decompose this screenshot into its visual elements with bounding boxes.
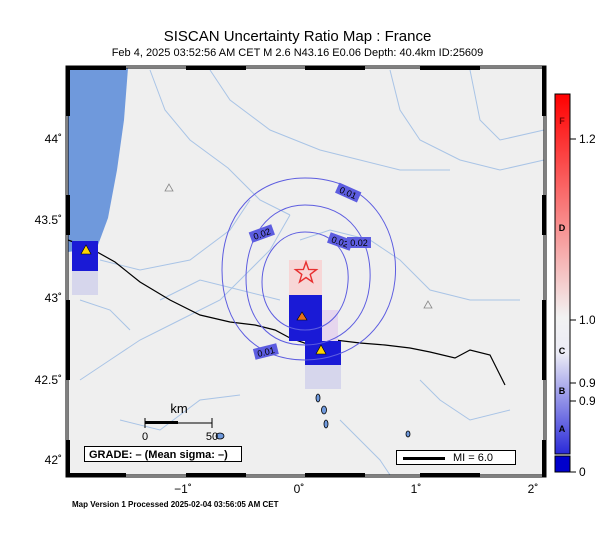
colorbar-letter: A xyxy=(559,424,566,434)
colorbar-value: 1.2 xyxy=(579,132,595,146)
contour-label: 0.01 xyxy=(256,345,275,359)
colorbar-value: 1.0 xyxy=(579,313,595,327)
lat-label: 43˚ xyxy=(45,291,62,305)
contour-label-box xyxy=(248,224,275,243)
station-triangle-icon xyxy=(296,311,308,321)
contour-label-box xyxy=(347,237,371,248)
longitude-labels: −1˚ 0˚ 1˚ 2˚ xyxy=(174,482,538,496)
scale-tick-label: 0 xyxy=(142,431,148,443)
mi-legend-label: MI = 6.0 xyxy=(453,452,494,464)
mi-legend: MI = 6.0 xyxy=(396,450,516,465)
stations xyxy=(80,183,433,355)
colorbar-letter: F xyxy=(559,116,565,126)
colorbar-value: 0.9 xyxy=(579,376,595,390)
colorbar-letter: C xyxy=(559,346,566,356)
scale-bar: km 0 50 xyxy=(142,401,218,443)
lat-label: 42.5˚ xyxy=(35,373,62,387)
uncertainty-cells xyxy=(72,241,341,389)
contour-label: 0.02 xyxy=(350,238,368,248)
station-triangle-icon xyxy=(80,244,92,255)
station-triangle-icon xyxy=(164,183,174,192)
lat-label: 44˚ xyxy=(45,132,62,146)
contour-label-box xyxy=(327,232,354,251)
colorbar-letter: D xyxy=(559,223,566,233)
scale-tick-label: 50 xyxy=(206,431,218,443)
scale-unit-label: km xyxy=(170,401,187,416)
colorbar-letter: B xyxy=(559,386,566,396)
lon-label: 2˚ xyxy=(528,482,539,496)
map-title: SISCAN Uncertainty Ratio Map : France xyxy=(163,28,432,45)
lon-label: −1˚ xyxy=(174,482,192,496)
station-triangle-icon xyxy=(315,344,327,355)
event-info: Feb 4, 2025 03:52:56 AM CET M 2.6 N43.16… xyxy=(111,47,484,59)
colorbar: F D C B A 1.2 1.0 0.9 0.9 0 xyxy=(554,93,595,479)
lat-label: 43.5˚ xyxy=(35,213,62,227)
river-lines xyxy=(79,69,545,476)
latitude-labels: 44˚ 43.5˚ 43˚ 42.5˚ 42˚ xyxy=(35,132,62,467)
contour-label-box xyxy=(252,343,279,360)
map-frame xyxy=(65,65,547,478)
lakes xyxy=(215,393,411,440)
epicenter-star-icon xyxy=(293,259,319,284)
lon-label: 0˚ xyxy=(294,482,305,496)
station-triangle-icon xyxy=(423,300,433,309)
colorbar-value: 0.9 xyxy=(579,394,595,408)
lat-label: 42˚ xyxy=(45,453,62,467)
mi-legend-line xyxy=(403,457,445,460)
lon-label: 1˚ xyxy=(411,482,422,496)
sea-area xyxy=(68,68,128,252)
map-footer: Map Version 1 Processed 2025-02-04 03:56… xyxy=(72,500,279,509)
colorbar-value: 0 xyxy=(579,465,586,479)
contour-label-box xyxy=(335,182,362,203)
grade-label: GRADE: – (Mean sigma: –) xyxy=(84,446,242,462)
